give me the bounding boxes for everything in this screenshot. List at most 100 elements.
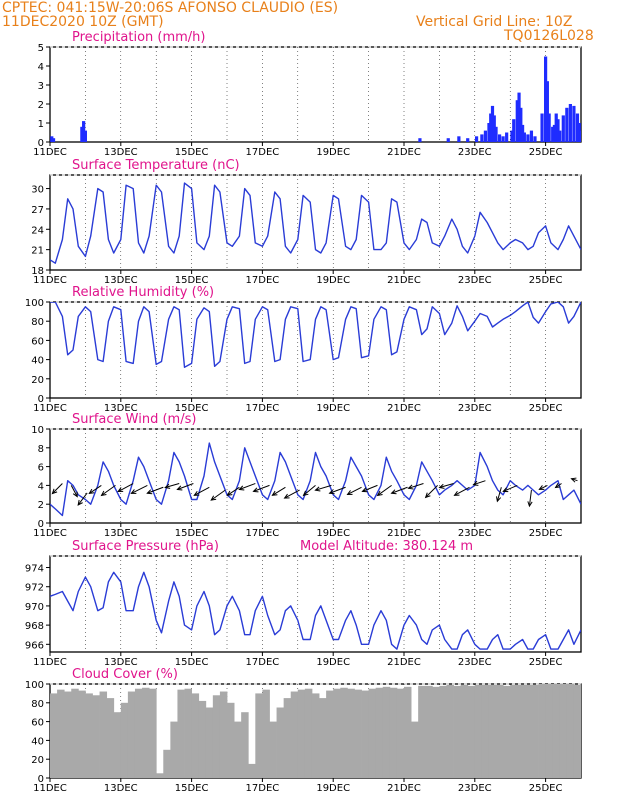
x-tick-label: 13DEC [104,403,138,414]
y-tick-label: 5 [38,43,44,54]
wind-arrow [193,486,210,496]
panel-frame [49,174,582,271]
cloud-bar [50,693,58,778]
cloud-bar [503,685,511,778]
wind-arrow [390,486,408,495]
cloud-bar [71,688,79,778]
cloud-bar [375,687,384,778]
x-tick-label: 17DEC [246,783,280,794]
x-tick-label: 23DEC [458,147,492,158]
x-tick-label: 21DEC [387,657,421,668]
y-tick-label: 974 [25,564,44,575]
y-tick-label: 80 [31,317,44,328]
cloud-bar [276,707,285,778]
x-tick-label: 11DEC [33,275,67,286]
cloud-bar [205,707,214,778]
cloud-bar [496,684,504,778]
cloud-bar [411,721,419,778]
x-tick-label: 25DEC [529,403,563,414]
cloud-bar [106,698,115,778]
cloud-bar [559,684,568,778]
precip-bar [457,136,461,142]
precip-bar [577,123,581,142]
x-tick-label: 13DEC [104,528,138,539]
y-tick-label: 4 [38,481,44,492]
y-tick-label: 8 [38,444,44,455]
wind-arrow [472,480,486,486]
cloud-bar [184,688,193,778]
precip-bar [446,138,450,142]
cloud-bar [212,695,221,778]
cloud-bar [404,686,412,778]
x-tick-label: 13DEC [104,147,138,158]
panel-precip: 0 1 2 3 4 5 11DEC 13DEC 15DEC 17DEC 19DEC 21DEC 23DE… [33,30,582,158]
cloud-bar [85,693,93,778]
y-tick-label: 3 [38,81,44,92]
wind-arrow [100,484,116,497]
wind-series-line [50,442,581,517]
cloud-bar [134,688,143,778]
wind-arrow [424,485,438,499]
precip-bar [80,126,84,142]
y-tick-label: 1 [38,119,44,130]
wind-arrow [210,489,226,501]
y-tick-label: 966 [25,640,44,651]
wind-arrow [176,483,194,491]
cloud-bar [219,691,228,778]
cloud-bar [290,691,299,778]
humidity-series-line [50,302,581,368]
y-tick-label: 18 [31,266,44,277]
precip-bar [519,107,523,142]
precip-bar [510,130,514,142]
precip-bar [512,119,516,142]
cloud-bar [552,684,561,778]
precip-bar [51,138,56,142]
cloud-bar [163,749,171,778]
cloud-bar [418,685,426,778]
precip-bar [540,113,544,142]
wind-arrow [376,484,392,497]
precip-bar [568,104,572,142]
wind-arrow [146,486,164,495]
panel-humidity: 0 20 40 60 80 100 11DEC 13DEC 15DEC 17DEC 19DEC 21D… [25,285,582,414]
precip-bar [501,136,505,142]
cloud-bar [57,689,65,778]
panel-wind: 0 2 4 6 8 10 11DEC 13DEC 15DEC 17DEC 19DEC 21DEC 23D… [31,412,582,539]
panel-title: Cloud Cover (%) [72,667,178,682]
cloud-bar [524,684,532,778]
precip-bar [558,130,562,142]
x-tick-label: 19DEC [316,275,350,286]
cloud-bar [241,712,249,778]
y-tick-label: 6 [38,463,44,474]
wind-arrow [314,484,332,492]
precip-bar [487,123,491,142]
x-tick-label: 19DEC [316,147,350,158]
wind-arrow [117,483,134,493]
cloud-bar [113,712,122,778]
cloud-bar [311,693,320,778]
x-tick-label: 15DEC [175,147,209,158]
cloud-bar [198,700,207,778]
temp-series-line [50,182,581,264]
precip-bar [520,124,525,142]
y-tick-label: 100 [25,298,44,309]
precip-bar [494,126,498,142]
precip-bar [552,124,557,142]
panel-title: Precipitation (mm/h) [72,30,205,45]
cloud-bar [361,690,370,778]
precip-bar [483,130,488,142]
precip-bar [556,119,560,142]
y-tick-label: 80 [31,699,44,710]
wind-arrow [554,482,562,489]
panel-title: Surface Wind (m/s) [72,412,196,427]
x-tick-label: 21DEC [387,147,421,158]
wind-arrow [164,483,180,489]
wind-arrow [70,485,78,498]
y-tick-label: 968 [25,621,44,632]
panel-annotation: Model Altitude: 380.124 m [300,539,473,554]
cloud-bar [234,721,242,778]
precip-bar [418,138,422,142]
panel-frame [49,46,582,143]
x-tick-label: 17DEC [246,275,280,286]
